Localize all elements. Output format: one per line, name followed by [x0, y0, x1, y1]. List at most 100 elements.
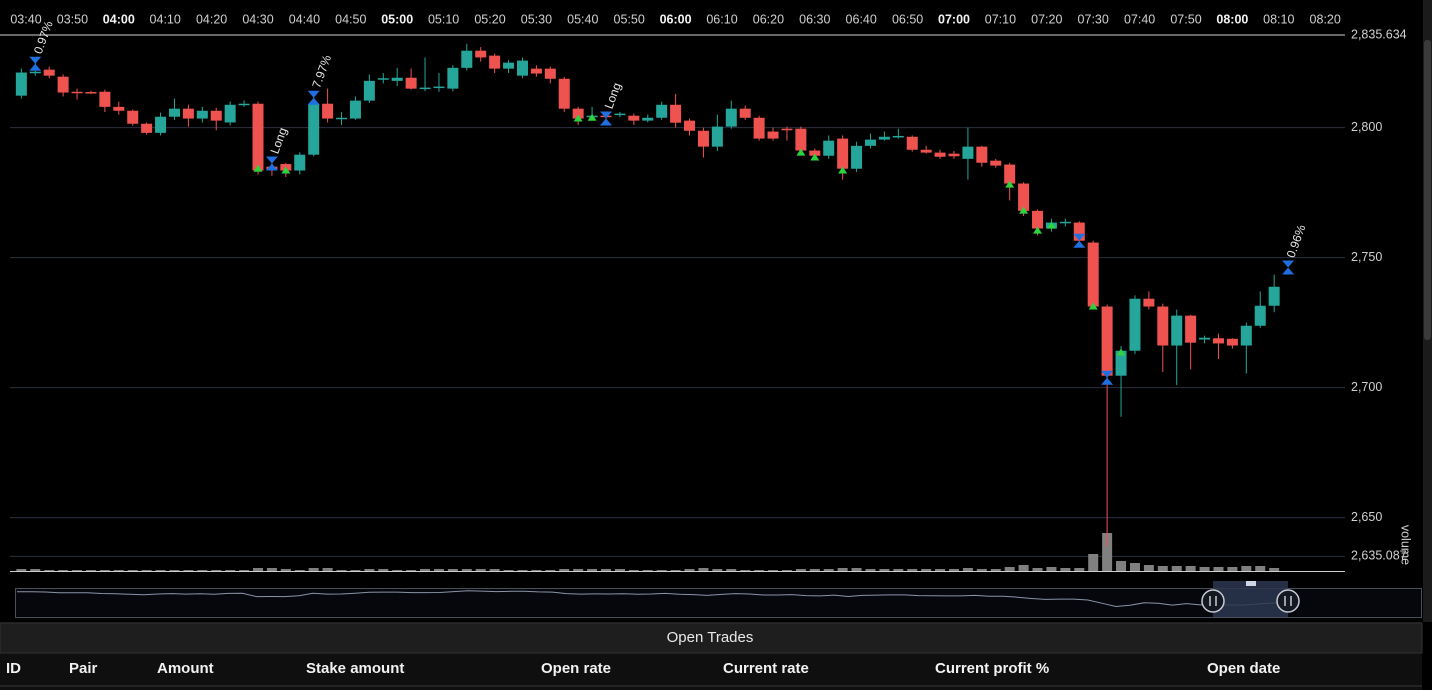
x-tick-label: 06:00: [660, 12, 692, 26]
volume-bar: [1213, 567, 1224, 571]
volume-bar: [1185, 566, 1196, 571]
x-tick-label: 07:50: [1170, 12, 1201, 26]
candle-body: [516, 60, 528, 76]
column-header[interactable]: Current profit %: [935, 660, 1049, 677]
candle-body: [29, 71, 41, 74]
volume-bar: [1255, 566, 1266, 571]
candle-body: [363, 80, 375, 101]
column-header[interactable]: Pair: [69, 660, 98, 677]
x-tick-label: 04:10: [150, 12, 181, 26]
chart-background: [0, 0, 1432, 622]
candle-body: [906, 136, 918, 150]
navigator-window[interactable]: [1213, 581, 1288, 617]
volume-bar: [1074, 568, 1085, 571]
volume-bar: [406, 570, 417, 571]
volume-bar: [628, 570, 639, 571]
candle-body: [141, 123, 153, 133]
volume-bar: [795, 569, 806, 571]
column-header[interactable]: Open date: [1207, 660, 1280, 677]
navigator[interactable]: [15, 588, 1422, 618]
x-tick-label: 07:30: [1078, 12, 1109, 26]
candle-body: [697, 130, 709, 147]
x-tick-label: 05:20: [474, 12, 505, 26]
x-tick-label: 05:10: [428, 12, 459, 26]
x-tick-label: 07:00: [938, 12, 970, 26]
candle-body: [1101, 306, 1113, 376]
y-tick-label: 2,800: [1351, 120, 1382, 134]
column-header[interactable]: Current rate: [723, 660, 809, 677]
candle-body: [155, 116, 167, 133]
candle-body: [1129, 298, 1141, 351]
volume-bar: [211, 570, 222, 571]
entry-signal: [1033, 226, 1043, 234]
volume-bar: [447, 569, 458, 571]
volume-bar: [768, 570, 779, 571]
volume-bar: [85, 570, 96, 571]
volume-bar: [1116, 561, 1127, 571]
column-header[interactable]: Amount: [157, 660, 214, 677]
candle-body: [572, 108, 584, 119]
volume-bar: [698, 568, 709, 571]
column-header[interactable]: Stake amount: [306, 660, 404, 677]
candle-body: [628, 115, 640, 121]
volume-bar: [656, 570, 667, 571]
navigator-grip[interactable]: [1246, 581, 1256, 586]
volume-bar: [503, 570, 514, 571]
candle-body: [391, 77, 403, 81]
candle-body: [336, 117, 348, 120]
volume-bar: [517, 570, 528, 571]
volume-bar: [266, 568, 277, 571]
y-tick-label: 2,635.087: [1351, 549, 1407, 563]
x-tick-label: 06:50: [892, 12, 923, 26]
volume-bar: [893, 569, 904, 571]
volume-bar: [642, 570, 653, 571]
candle-body: [294, 154, 306, 171]
x-tick-label: 06:40: [846, 12, 877, 26]
x-tick-label: 08:20: [1310, 12, 1341, 26]
candle-body: [739, 108, 751, 118]
entry-signal: [253, 164, 263, 172]
y-tick-label: 2,650: [1351, 510, 1382, 524]
candle-body: [823, 140, 835, 156]
x-tick-label: 07:10: [985, 12, 1016, 26]
candle-body: [725, 108, 737, 127]
entry-signal: [587, 113, 597, 121]
entry-signal: [1019, 206, 1029, 214]
candle-body: [15, 72, 27, 96]
candle-body: [475, 50, 487, 58]
candle-body: [99, 91, 111, 107]
volume-bar: [865, 569, 876, 571]
x-tick-label: 04:40: [289, 12, 320, 26]
volume-bar: [322, 568, 333, 571]
volume-bar: [1004, 567, 1015, 571]
candle-body: [1254, 305, 1266, 326]
candle-body: [530, 68, 542, 74]
column-header[interactable]: Open rate: [541, 660, 611, 677]
volume-bar: [614, 569, 625, 571]
candle-body: [1199, 337, 1211, 340]
candle-body: [489, 55, 501, 69]
volume-bar: [962, 568, 973, 571]
volume-bar: [587, 569, 598, 571]
navigator-handle-right[interactable]: [1276, 589, 1300, 613]
entry-signal: [838, 166, 848, 174]
candle-body: [962, 146, 974, 159]
candle-body: [447, 67, 459, 89]
candle-body: [1059, 221, 1071, 224]
candle-body: [767, 131, 779, 139]
navigator-handle-left[interactable]: [1201, 589, 1225, 613]
candle-body: [1185, 315, 1197, 343]
volume-bar: [253, 568, 263, 571]
candle-body: [614, 113, 626, 116]
candle-body: [71, 91, 83, 94]
candle-body: [1226, 338, 1238, 346]
volume-bar: [809, 569, 820, 571]
candle-body: [642, 117, 654, 121]
column-header[interactable]: ID: [6, 660, 21, 677]
volume-bar: [531, 570, 542, 571]
panel-title-bar: [0, 622, 1423, 654]
scrollbar-thumb[interactable]: [1424, 40, 1431, 340]
candle-body: [781, 128, 793, 131]
volume-bar: [754, 570, 765, 571]
volume-bar: [670, 570, 681, 571]
